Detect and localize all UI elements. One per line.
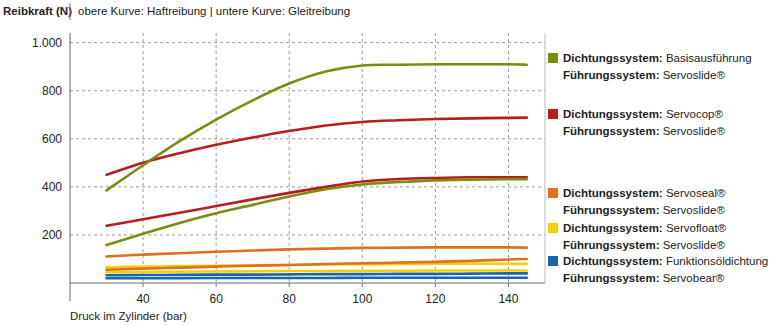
legend-label-key: Führungssystem:	[563, 239, 660, 251]
legend-label-value: Funktionsöldichtung	[663, 255, 768, 267]
legend-swatch	[548, 53, 558, 63]
x-axis	[70, 283, 545, 284]
x-tick-label: 100	[352, 292, 372, 306]
series-line	[107, 179, 527, 245]
legend-label-key: Dichtungssystem:	[563, 222, 663, 234]
legend-label: Führungssystem: Servoslide®	[563, 239, 725, 251]
plot-edge	[545, 33, 546, 283]
legend-label: Führungssystem: Servobear®	[563, 272, 725, 284]
y-grid-line	[70, 138, 545, 139]
series-line	[107, 247, 527, 256]
series-line	[107, 276, 527, 279]
legend-label-value: Servocop®	[663, 108, 724, 120]
legend-label: Führungssystem: Servoslide®	[563, 69, 725, 81]
x-axis-label: Druck im Zylinder (bar)	[70, 310, 187, 322]
legend-label-value: Servofloat®	[663, 222, 727, 234]
series-line	[107, 273, 527, 275]
chart: Reibkraft (N) obere Kurve: Haftreibung | …	[0, 0, 780, 325]
plot-area	[107, 64, 527, 278]
x-tick-label: 120	[425, 292, 445, 306]
legend-label-value: Servoslide®	[660, 204, 726, 216]
separator	[70, 3, 71, 20]
x-grid-line	[143, 33, 144, 283]
series-line	[107, 259, 527, 270]
legend-swatch	[548, 188, 558, 198]
legend-label-key: Führungssystem:	[563, 272, 660, 284]
legend-label-value: Basisausführung	[663, 52, 752, 64]
x-tick-label: 60	[209, 292, 223, 306]
legend-label-value: Servoslide®	[660, 239, 726, 251]
legend-label: Dichtungssystem: Basisausführung	[563, 52, 752, 64]
x-tick-label: 40	[136, 292, 150, 306]
legend-label: Dichtungssystem: Servoseal®	[563, 187, 726, 199]
legend: Dichtungssystem: BasisausführungFührungs…	[548, 52, 768, 284]
legend-label-key: Führungssystem:	[563, 204, 660, 216]
y-axis	[70, 33, 71, 301]
x-tick-label: 140	[498, 292, 518, 306]
x-tick	[435, 283, 436, 287]
legend-swatch	[548, 109, 558, 119]
legend-label-key: Dichtungssystem:	[563, 255, 663, 267]
x-tick	[508, 283, 509, 287]
x-tick	[362, 283, 363, 287]
legend-label-key: Dichtungssystem:	[563, 187, 663, 199]
y-tick-label: 800	[42, 84, 62, 98]
legend-label-value: Servoseal®	[663, 187, 726, 199]
series-line	[107, 64, 527, 190]
x-grid-line	[435, 33, 436, 283]
y-grid-line	[70, 90, 545, 91]
legend-swatch	[548, 256, 558, 266]
legend-label-value: Servobear®	[660, 272, 725, 284]
legend-label-value: Servoslide®	[660, 125, 726, 137]
legend-label: Führungssystem: Servoslide®	[563, 125, 725, 137]
series-line	[107, 177, 527, 226]
y-axis-label: Reibkraft (N)	[3, 5, 72, 17]
x-grid-line	[362, 33, 363, 283]
y-tick-label: 400	[42, 180, 62, 194]
x-tick	[143, 283, 144, 287]
legend-label-key: Führungssystem:	[563, 69, 660, 81]
x-grid-line	[508, 33, 509, 283]
series-line	[107, 270, 527, 272]
legend-label-key: Dichtungssystem:	[563, 52, 663, 64]
legend-label: Dichtungssystem: Funktionsöldichtung	[563, 255, 768, 267]
y-tick-label: 600	[42, 132, 62, 146]
x-tick	[216, 283, 217, 287]
legend-label-key: Dichtungssystem:	[563, 108, 663, 120]
x-tick	[289, 283, 290, 287]
legend-label-value: Servoslide®	[660, 69, 726, 81]
legend-swatch	[548, 223, 558, 233]
x-grid-line	[289, 33, 290, 283]
y-tick-label: 1.000	[32, 36, 62, 50]
y-grid-line	[70, 42, 545, 43]
y-grid-line	[70, 186, 545, 187]
y-tick-label: 200	[42, 228, 62, 242]
x-grid-line	[216, 33, 217, 283]
subtitle: obere Kurve: Haftreibung | untere Kurve:…	[78, 5, 350, 17]
legend-label: Führungssystem: Servoslide®	[563, 204, 725, 216]
legend-label: Dichtungssystem: Servocop®	[563, 108, 723, 120]
legend-label-key: Führungssystem:	[563, 125, 660, 137]
legend-label: Dichtungssystem: Servofloat®	[563, 222, 727, 234]
y-grid: 200 400 600 800 1.000	[32, 36, 545, 242]
x-tick-label: 80	[283, 292, 297, 306]
